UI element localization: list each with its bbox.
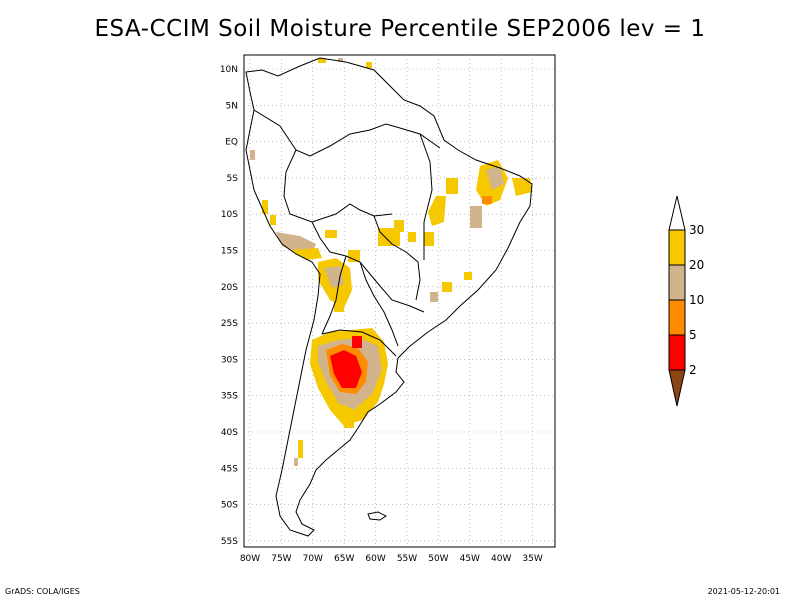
lat-tick-label: 40S <box>221 428 238 438</box>
lat-tick-label: 55S <box>221 537 238 547</box>
lon-tick-label: 70W <box>303 554 323 564</box>
lat-tick-label: 10S <box>221 210 238 220</box>
coastlines-and-borders <box>245 57 533 537</box>
colorbar: 30 20 10 5 2 <box>668 195 704 407</box>
colorbar-label-30: 30 <box>689 223 704 237</box>
credit-text: GrADS: COLA/IGES <box>5 587 80 596</box>
colorbar-band-20-30 <box>668 229 686 266</box>
timestamp-text: 2021-05-12-20:01 <box>707 587 780 596</box>
lat-tick-label: 10N <box>220 65 238 75</box>
map-title: ESA-CCIM Soil Moisture Percentile SEP200… <box>94 16 706 42</box>
lat-tick-label: 25S <box>221 319 238 329</box>
colorbar-label-20: 20 <box>689 258 704 272</box>
colorbar-band-10-20 <box>668 264 686 301</box>
lat-tick-label: 5N <box>226 101 238 111</box>
falkland-islands <box>367 511 387 521</box>
lon-tick-label: 50W <box>428 554 448 564</box>
latitude-tick-labels: 10N 5N EQ 5S 10S 15S 20S 25S 30S 35S 40S 45S 50S 55S <box>220 65 238 547</box>
lat-tick-label: 20S <box>221 283 238 293</box>
colorbar-top-arrow <box>668 195 686 231</box>
colorbar-label-10: 10 <box>689 293 704 307</box>
percentile-patches <box>250 58 532 466</box>
plot-frame <box>243 54 556 548</box>
colorbar-band-5-10 <box>668 299 686 336</box>
lat-tick-label: 45S <box>221 464 238 474</box>
lon-tick-label: 35W <box>522 554 542 564</box>
lat-tick-label: 50S <box>221 501 238 511</box>
colorbar-label-2: 2 <box>689 363 697 377</box>
lat-tick-label: 30S <box>221 355 238 365</box>
lon-tick-label: 40W <box>491 554 511 564</box>
lon-tick-label: 55W <box>397 554 417 564</box>
colorbar-bottom-arrow <box>668 369 686 407</box>
gridlines <box>244 55 555 547</box>
lon-tick-label: 75W <box>271 554 291 564</box>
longitude-tick-labels: 80W 75W 70W 65W 60W 55W 50W 45W 40W 35W <box>240 554 543 564</box>
colorbar-band-2-5 <box>668 334 686 371</box>
lon-tick-label: 65W <box>334 554 354 564</box>
lat-tick-label: 5S <box>227 174 239 184</box>
lon-tick-label: 45W <box>460 554 480 564</box>
lon-tick-label: 80W <box>240 554 260 564</box>
lat-tick-label: 35S <box>221 392 238 402</box>
lat-tick-label: 15S <box>221 247 238 257</box>
colorbar-label-5: 5 <box>689 328 697 342</box>
lon-tick-label: 60W <box>365 554 385 564</box>
lat-tick-label: EQ <box>225 138 238 148</box>
